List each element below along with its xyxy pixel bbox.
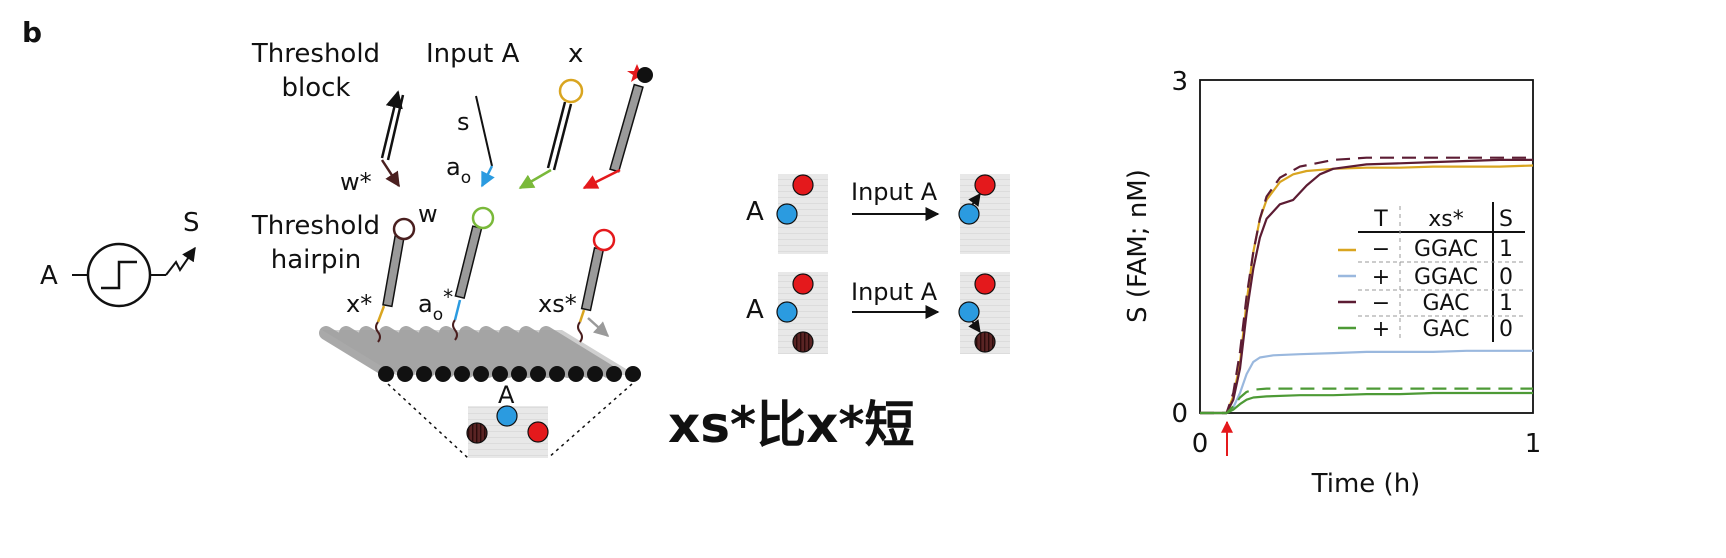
threshold-hairpin-title: Threshold bbox=[251, 211, 380, 241]
inset-a-label: A bbox=[498, 381, 515, 409]
threshold-block-title-2: block bbox=[282, 73, 351, 103]
table-header-s: S bbox=[1499, 207, 1513, 232]
reporter-strand bbox=[582, 64, 653, 190]
x-axis-title: Time (h) bbox=[1311, 469, 1421, 499]
a0-hairpin-strand bbox=[452, 206, 495, 341]
dna-origami-tile bbox=[319, 326, 641, 382]
scheme-1-a-label: A bbox=[746, 197, 764, 227]
w-star-label: w* bbox=[340, 168, 372, 196]
quencher-icon bbox=[637, 67, 653, 83]
w-domain-label: w bbox=[418, 200, 438, 228]
row2-s: 0 bbox=[1499, 265, 1513, 290]
series-line-6 bbox=[1200, 387, 1533, 415]
fluorophore-star-icon bbox=[627, 64, 647, 82]
plot-frame bbox=[1199, 79, 1534, 414]
y-tick-top: 3 bbox=[1171, 67, 1188, 97]
x-strand-title: x bbox=[568, 39, 583, 69]
scheme-2-input-label: Input A bbox=[851, 278, 938, 306]
x-tick-right: 1 bbox=[1525, 429, 1542, 459]
scheme-row-2 bbox=[776, 272, 1010, 354]
input-a-title: Input A bbox=[426, 39, 520, 69]
table-header-xs: xs* bbox=[1428, 207, 1463, 232]
row1-t: − bbox=[1372, 237, 1390, 262]
series-line-5 bbox=[1200, 156, 1533, 415]
a0-domain-label: ao bbox=[446, 153, 471, 188]
table-header-t: T bbox=[1373, 207, 1388, 232]
threshold-gate-symbol: A S bbox=[40, 208, 200, 308]
gate-output-label: S bbox=[183, 208, 200, 238]
row1-s: 1 bbox=[1499, 237, 1513, 262]
step-icon bbox=[101, 260, 137, 290]
lightning-arrow-icon bbox=[165, 246, 196, 276]
legend-table: T xs* S − GGAC 1 + GGAC 0 − GAC 1 + GAC … bbox=[1338, 202, 1525, 342]
row3-xs: GAC bbox=[1422, 291, 1469, 316]
scheme-2-a-label: A bbox=[746, 295, 764, 325]
threshold-hairpin-strand bbox=[375, 217, 416, 343]
x-strand bbox=[518, 78, 584, 190]
row2-xs: GGAC bbox=[1414, 265, 1478, 290]
scheme-1-input-label: Input A bbox=[851, 178, 938, 206]
y-axis-title: S (FAM; nM) bbox=[1123, 169, 1153, 323]
threshold-hairpin-title-2: hairpin bbox=[271, 245, 362, 275]
series-line-4 bbox=[1200, 391, 1533, 415]
a0-star-label: ao* bbox=[418, 285, 453, 325]
row3-t: − bbox=[1372, 291, 1390, 316]
row3-s: 1 bbox=[1499, 291, 1513, 316]
row4-t: + bbox=[1372, 317, 1390, 342]
gate-input-label: A bbox=[40, 261, 58, 291]
xs-star-label: xs* bbox=[538, 290, 577, 318]
y-tick-bottom: 0 bbox=[1171, 399, 1188, 429]
threshold-block-strand bbox=[380, 90, 405, 188]
row1-xs: GGAC bbox=[1414, 237, 1478, 262]
caption-cjk: xs*比x*短 bbox=[668, 396, 915, 454]
scheme-row-1 bbox=[776, 174, 1010, 254]
threshold-block-title: Threshold bbox=[251, 39, 380, 69]
kinetics-chart: 3 0 0 1 Time (h) S (FAM; nM) T xs* S − G… bbox=[1123, 67, 1541, 499]
row2-t: + bbox=[1372, 265, 1390, 290]
row4-xs: GAC bbox=[1422, 317, 1469, 342]
series-layer bbox=[1200, 156, 1534, 415]
panel-label: b bbox=[22, 16, 42, 49]
series-line-3 bbox=[1200, 158, 1533, 415]
series-line-2 bbox=[1200, 349, 1533, 415]
origami-zoom-inset bbox=[387, 383, 633, 459]
input-a-strand bbox=[475, 95, 495, 188]
s-domain-label: s bbox=[457, 108, 470, 136]
x-tick-left: 0 bbox=[1192, 429, 1209, 459]
reporter-hairpin-strand bbox=[577, 228, 616, 343]
row4-s: 0 bbox=[1499, 317, 1513, 342]
x-star-label: x* bbox=[346, 290, 372, 318]
